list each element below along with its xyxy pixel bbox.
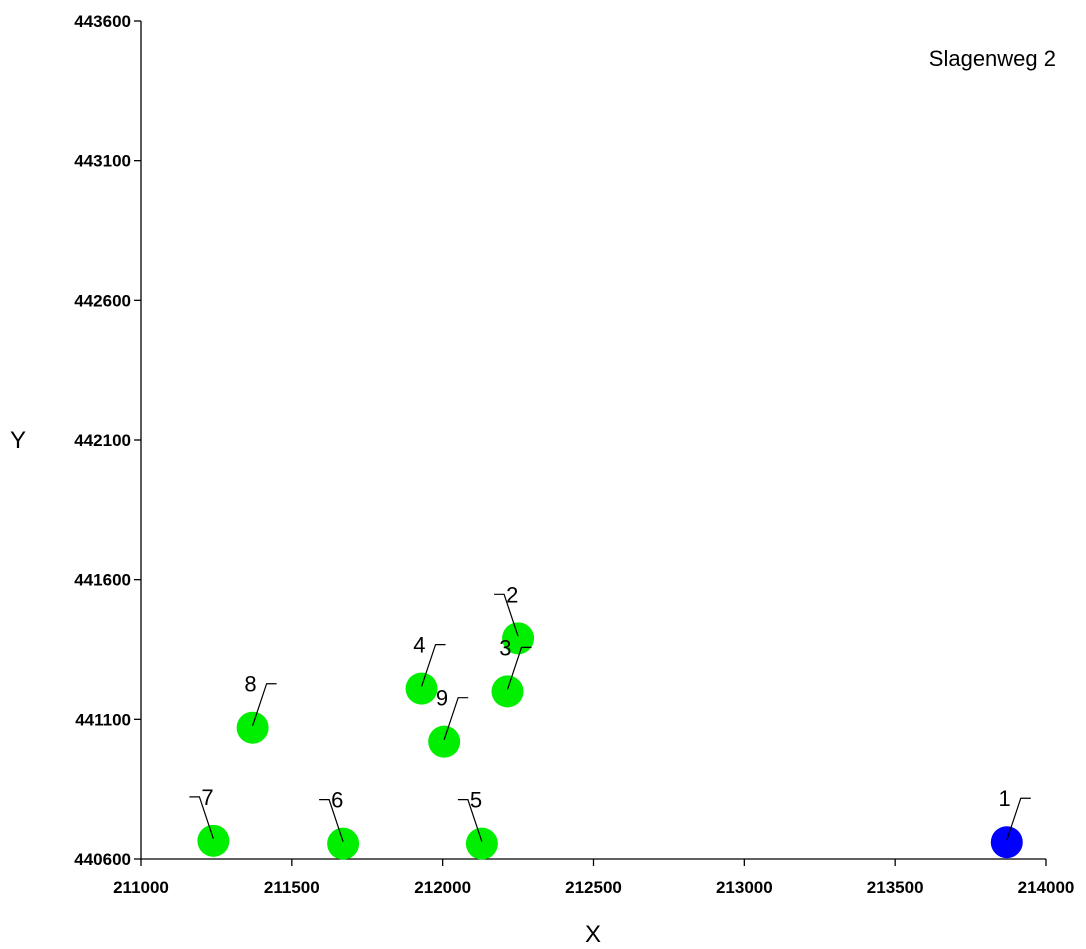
y-tick-label: 441600 [74, 571, 131, 590]
data-label-leader [494, 593, 519, 637]
y-tick-label: 442600 [74, 291, 131, 310]
data-label-8: 8 [244, 672, 256, 697]
data-point-5 [465, 827, 498, 860]
x-tick-label: 211000 [113, 878, 169, 897]
data-label-leader [457, 799, 483, 842]
data-label-3: 3 [499, 635, 511, 660]
x-tick-label: 212500 [565, 878, 622, 897]
data-label-4: 4 [413, 633, 425, 658]
y-tick-label: 441100 [75, 710, 131, 729]
data-label-leader [1006, 797, 1031, 841]
x-axis-title: X [585, 921, 601, 948]
data-label-2: 2 [506, 582, 518, 607]
data-point-2 [502, 622, 535, 655]
data-label-leader [189, 796, 214, 840]
y-tick-label: 440600 [74, 850, 131, 869]
data-label-9: 9 [436, 686, 448, 711]
data-point-1 [990, 826, 1023, 859]
data-label-7: 7 [201, 785, 213, 810]
data-point-3 [491, 675, 524, 708]
chart-title: Slagenweg 2 [929, 46, 1056, 71]
data-label-leader [319, 799, 344, 842]
y-tick-label: 443600 [74, 12, 131, 31]
y-tick-label: 443100 [74, 152, 131, 171]
x-tick-label: 213000 [716, 878, 773, 897]
data-point-8 [236, 711, 269, 744]
data-label-leader [443, 697, 469, 740]
y-axis-title: Y [10, 427, 26, 454]
x-tick-label: 214000 [1018, 878, 1075, 897]
data-label-6: 6 [331, 788, 343, 813]
data-point-9 [428, 725, 461, 758]
data-points: 1 2 3 4 5 6 7 8 9 [189, 582, 1031, 860]
data-point-4 [405, 672, 438, 705]
data-point-7 [197, 824, 230, 857]
x-tick-label: 212000 [414, 878, 471, 897]
x-tick-label: 213500 [867, 878, 924, 897]
data-label-leader [252, 683, 277, 726]
axes: 440600 441100 441600 442100 442600 443100 4436… [74, 12, 1074, 897]
data-point-6 [327, 827, 360, 860]
data-label-5: 5 [470, 788, 482, 813]
data-label-1: 1 [999, 786, 1011, 811]
data-label-leader [420, 644, 446, 687]
y-tick-label: 442100 [74, 431, 131, 450]
data-label-leader [506, 646, 532, 690]
x-tick-label: 211500 [264, 878, 320, 897]
